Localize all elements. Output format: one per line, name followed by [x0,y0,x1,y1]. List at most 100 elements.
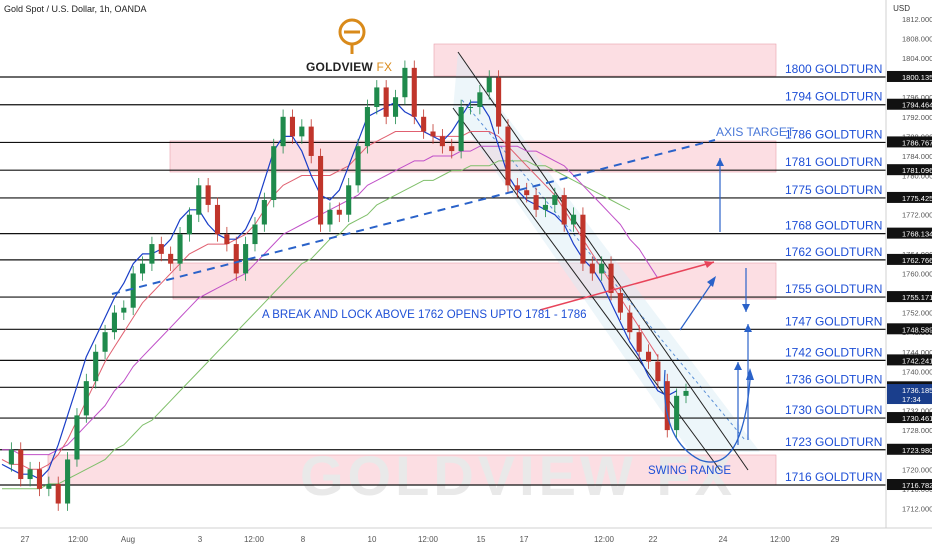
candle-body [214,204,221,235]
candle-body [392,97,399,117]
candle-body [65,459,71,504]
swing-arrow-head [746,368,754,380]
x-tick-label: 12:00 [244,535,265,544]
candle-body [346,185,352,215]
candle-body [514,185,520,191]
candle-body [561,195,567,225]
candle-body [196,185,202,215]
candle-body [139,263,146,274]
up-arrow-head [707,276,716,287]
candle-body [252,224,258,245]
candle-body [149,244,155,264]
x-tick-label: 24 [719,535,728,544]
candle-body [55,483,61,504]
current-price-label: 1736.185 [902,386,932,395]
x-tick-label: 15 [477,535,486,544]
candle-body [224,234,230,245]
y-tick-label: 1728.000 [902,426,932,435]
candle-body [580,214,586,264]
y-tick-label: 1732.000 [902,407,932,416]
y-tick-label: 1760.000 [902,269,932,278]
price-tag [887,227,932,239]
price-tag [887,164,932,176]
candle-body [645,351,652,362]
candle-body [27,469,33,480]
price-tag-label: 1716.782 [902,481,932,490]
candle-body [18,449,24,480]
symbol-title: Gold Spot / U.S. Dollar, 1h, OANDA [4,4,147,14]
logo-suffix: FX [376,60,393,74]
level-label: 1716 GOLDTURN [785,470,882,484]
price-tag-label: 1786.767 [902,138,932,147]
supply-demand-zone [47,454,777,486]
candle-body [383,87,389,117]
candle-body [336,209,342,215]
y-tick-label: 1780.000 [902,172,932,181]
break-note-label: A BREAK AND LOCK ABOVE 1762 OPENS UPTO 1… [262,309,587,321]
x-tick-label: 29 [831,535,840,544]
candle-body [636,332,642,352]
candle-body [36,469,43,489]
logo-icon-stroke [344,30,360,54]
price-tag [887,323,932,335]
candle-body [271,146,277,201]
y-tick-label: 1744.000 [902,348,932,357]
y-tick-label: 1720.000 [902,465,932,474]
candle-body [102,332,108,352]
y-tick-label: 1784.000 [902,152,932,161]
axis-target-label: AXIS TARGET [716,125,795,139]
candle-body [683,390,689,396]
level-label: 1768 GOLDTURN [785,219,882,233]
price-tag [887,291,932,303]
candle-body [505,126,511,186]
price-tag [887,354,932,366]
candle-body [439,136,445,147]
candle-body [449,146,455,152]
x-tick-label: 8 [301,535,306,544]
swing-range-label: SWING RANGE [648,465,731,477]
x-tick-label: 10 [368,535,377,544]
candle-body [608,263,614,294]
price-tag-label: 1762.766 [902,256,932,265]
price-tag-label: 1794.464 [902,101,932,110]
supply-demand-zone [172,262,777,300]
y-tick-label: 1712.000 [902,504,932,513]
candle-body [524,190,530,196]
x-tick-label: 12:00 [68,535,89,544]
note-arrow-line [539,261,715,311]
swing-up-arrow-head [734,362,742,370]
x-tick-label: 22 [649,535,658,544]
candle-body [655,361,661,382]
candle-body [627,312,633,333]
candle-body [280,116,286,147]
countdown-label: 17:34 [902,395,921,404]
y-tick-label: 1808.000 [902,34,932,43]
candle-body [83,381,89,416]
channel-upper-line [457,51,749,471]
candle-body [599,263,605,274]
supply-demand-zone [433,43,777,77]
candle-body [46,483,52,489]
candle-body [421,116,427,132]
level-label: 1786 GOLDTURN [785,127,882,141]
candle-body [430,131,436,137]
x-tick-label: 3 [198,535,203,544]
price-tag [887,479,932,491]
price-tag [887,136,932,148]
candle-body [205,185,211,205]
x-tick-label: 12:00 [418,535,439,544]
candle-body [318,155,324,225]
level-label: 1736 GOLDTURN [785,372,882,386]
candle-body [458,107,464,152]
watermark: GOLDVIEW FX [300,444,736,507]
price-tag-label: 1723.980 [902,446,932,455]
level-label: 1794 GOLDTURN [785,90,882,104]
candle-body [158,244,164,254]
candle-body [74,415,80,460]
price-tag [887,98,932,110]
candle-body [111,312,117,333]
target-arrow-head [716,158,724,166]
level-label: 1723 GOLDTURN [785,435,882,449]
